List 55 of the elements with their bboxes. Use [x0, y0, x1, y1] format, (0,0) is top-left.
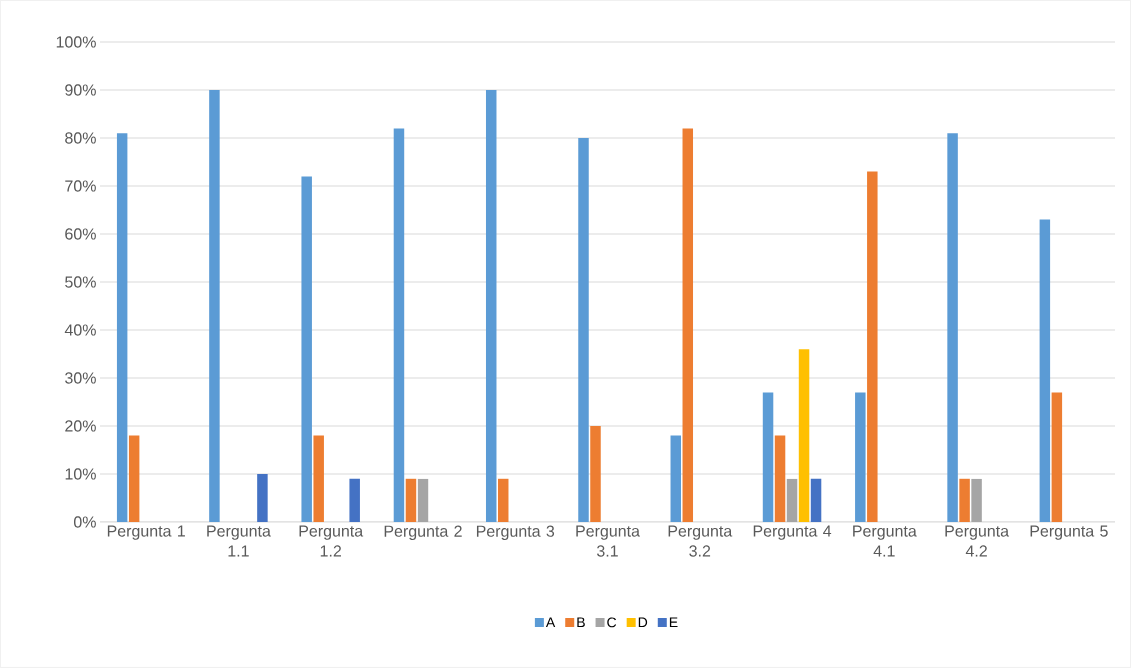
bar — [209, 89, 220, 522]
y-tick-label: 40% — [64, 324, 96, 336]
legend-label: D — [638, 617, 648, 628]
x-tick-label: Pergunta 2 — [384, 525, 462, 541]
y-tick-label: 80% — [65, 132, 96, 144]
bar — [301, 176, 312, 522]
y-tick-label: 50% — [65, 276, 96, 288]
bar — [670, 435, 682, 522]
legend-label: C — [607, 617, 617, 628]
bar — [682, 128, 694, 522]
bar — [128, 435, 140, 522]
y-tick-label: 60% — [65, 228, 96, 240]
bar — [947, 133, 958, 522]
x-tick-label: Pergunta 1.1 — [207, 525, 271, 557]
x-tick-label: Pergunta 5 — [1030, 525, 1108, 540]
y-tick-label: 10% — [65, 468, 96, 480]
bar — [1051, 392, 1063, 522]
bar — [257, 473, 268, 522]
x-tick-label: Pergunta 4 — [753, 525, 832, 540]
bar — [798, 349, 810, 522]
bar — [349, 478, 360, 522]
bar — [405, 478, 417, 522]
legend-label: A — [545, 617, 556, 628]
y-tick-label: 70% — [65, 180, 96, 192]
x-tick-label: Pergunta 3.2 — [668, 525, 733, 557]
bar — [786, 478, 798, 522]
legend-label: E — [669, 617, 678, 628]
bar — [774, 435, 786, 522]
y-tick-label: 0% — [73, 516, 96, 528]
bar — [1039, 219, 1051, 522]
y-tick-label: 90% — [65, 84, 96, 96]
x-tick-label: Pergunta 4.1 — [853, 525, 917, 557]
bar — [417, 478, 429, 522]
bar — [116, 133, 128, 522]
x-tick-label: Pergunta 3 — [476, 525, 555, 541]
x-tick-label: Pergunta 4.2 — [945, 525, 1010, 557]
bar — [578, 137, 589, 522]
y-tick-label: 100% — [56, 36, 96, 48]
x-tick-label: Pergunta 1.2 — [299, 525, 364, 557]
bar — [971, 478, 982, 522]
bar — [855, 392, 866, 522]
y-tick-label: 20% — [65, 420, 96, 432]
x-tick-label: Pergunta 1 — [107, 525, 185, 540]
bar — [485, 89, 497, 522]
bar — [959, 478, 970, 522]
bar — [497, 478, 509, 522]
bar — [313, 435, 324, 522]
bar — [810, 478, 822, 522]
bar — [590, 425, 601, 522]
bar — [762, 392, 774, 522]
legend-label: B — [577, 617, 585, 628]
bar — [867, 171, 878, 522]
bar — [393, 128, 405, 522]
y-tick-label: 30% — [65, 372, 96, 384]
x-tick-label: Pergunta 3.1 — [576, 525, 640, 557]
